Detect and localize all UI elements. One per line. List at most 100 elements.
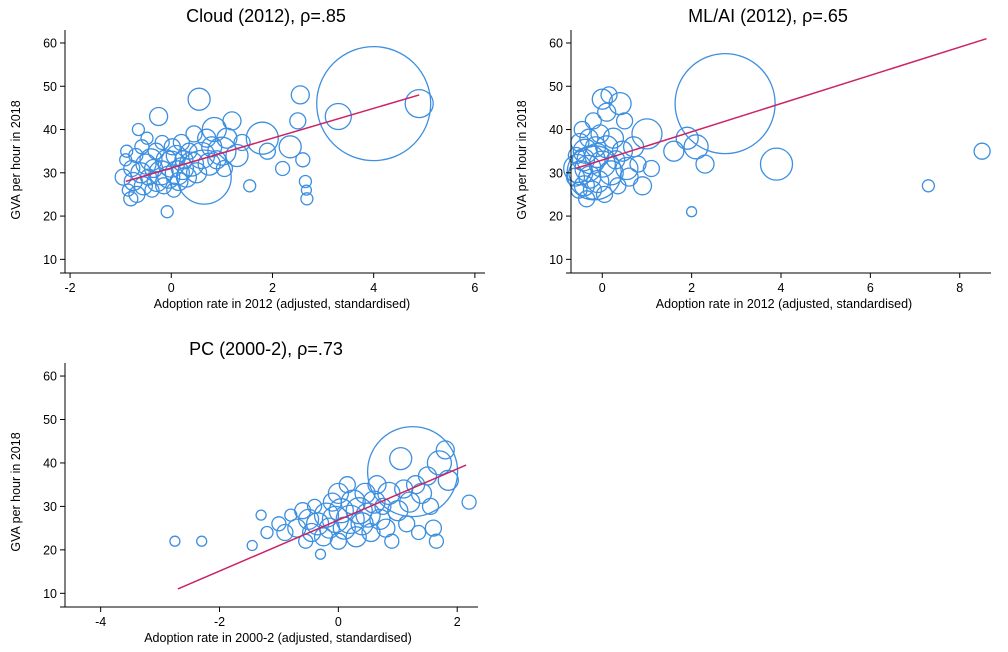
mlai-bubble-22 <box>591 88 613 110</box>
cloud-ytick-label-10: 10 <box>43 253 57 267</box>
panel-cloud: Cloud (2012), ρ=.85 Adoption rate in 201… <box>9 6 485 311</box>
cloud-bubble-50 <box>207 136 237 166</box>
cloud-bubble-44 <box>176 149 232 205</box>
cloud-fit-line <box>125 94 420 183</box>
pc-ytick-label-50: 50 <box>43 413 57 427</box>
cloud-xtick-label-6: 6 <box>471 281 478 295</box>
mlai-xtick-label-8: 8 <box>956 281 963 295</box>
panel-cloud-title: Cloud (2012), ρ=.85 <box>186 6 346 26</box>
pc-bubble-2 <box>246 539 258 552</box>
cloud-bubble-65 <box>300 184 313 196</box>
pc-bubble-1 <box>196 535 208 547</box>
cloud-bubble-32 <box>164 160 190 186</box>
pc-bubble-54 <box>426 450 453 476</box>
pc-xtick-label-2: 2 <box>454 615 461 629</box>
cloud-bubble-17 <box>144 182 160 198</box>
mlai-fit-line <box>575 37 987 170</box>
mlai-bubble-8 <box>573 175 596 197</box>
cloud-bubble-55 <box>233 133 251 152</box>
pc-bubble-42 <box>389 446 413 471</box>
mlai-ytick-label-50: 50 <box>549 80 563 94</box>
pc-bubble-6 <box>276 523 294 542</box>
mlai-bubble-44 <box>685 206 698 218</box>
panel-mlai: ML/AI (2012), ρ=.65 Adoption rate in 201… <box>515 6 991 311</box>
pc-bubble-48 <box>410 524 427 541</box>
pc-bubble-41 <box>387 500 409 522</box>
cloud-bubble-57 <box>245 121 279 155</box>
pc-bubble-9 <box>294 502 312 520</box>
cloud-bubble-2 <box>120 144 134 158</box>
pc-bubble-20 <box>321 505 350 534</box>
pc-bubble-57 <box>461 494 477 510</box>
pc-ytick-label-20: 20 <box>43 543 57 557</box>
pc-bubble-40 <box>384 533 400 549</box>
mlai-bubble-21 <box>590 124 610 144</box>
panel-mlai-ylabel: GVA per hour in 2018 <box>515 100 529 219</box>
mlai-bubble-49 <box>921 179 936 193</box>
mlai-bubble-9 <box>572 138 598 164</box>
cloud-bubble-53 <box>222 111 242 131</box>
cloud-ytick-label-60: 60 <box>43 36 57 50</box>
pc-xtick-label--4: -4 <box>95 615 106 629</box>
cloud-bubble-33 <box>169 171 189 192</box>
panel-cloud-xlabel: Adoption rate in 2012 (adjusted, standar… <box>154 297 410 311</box>
cloud-xtick-label-0: 0 <box>168 281 175 295</box>
cloud-bubble-41 <box>185 162 208 184</box>
pc-bubble-4 <box>260 525 274 540</box>
cloud-bubble-21 <box>148 106 169 127</box>
cloud-bubble-14 <box>140 131 154 145</box>
pc-bubble-26 <box>335 504 365 535</box>
mlai-bubble-36 <box>619 167 639 187</box>
mlai-xtick-label-2: 2 <box>688 281 695 295</box>
cloud-xtick-label-2: 2 <box>269 281 276 295</box>
mlai-bubble-45 <box>683 134 709 160</box>
panel-pc: PC (2000-2), ρ=.73 Adoption rate in 2000… <box>9 339 478 645</box>
cloud-ytick-label-20: 20 <box>43 210 57 224</box>
pc-ytick-label-30: 30 <box>43 500 57 514</box>
cloud-bubble-56 <box>243 179 257 193</box>
pc-bubble-53 <box>428 533 445 549</box>
panel-pc-xlabel: Adoption rate in 2000-2 (adjusted, stand… <box>144 631 412 645</box>
mlai-ytick-label-10: 10 <box>549 253 563 267</box>
cloud-bubble-4 <box>123 191 139 207</box>
cloud-bubble-40 <box>185 125 203 143</box>
cloud-bubble-26 <box>160 205 174 219</box>
cloud-bubble-68 <box>316 45 432 162</box>
mlai-bubble-35 <box>615 156 639 181</box>
panel-mlai-xlabel: Adoption rate in 2012 (adjusted, standar… <box>656 297 912 311</box>
mlai-bubble-28 <box>598 160 624 186</box>
pc-xtick-label--2: -2 <box>214 615 225 629</box>
mlai-xtick-label-6: 6 <box>867 281 874 295</box>
mlai-bubble-19 <box>584 142 610 169</box>
mlai-bubble-20 <box>586 169 610 194</box>
mlai-xtick-label-4: 4 <box>778 281 785 295</box>
cloud-bubble-54 <box>225 143 249 168</box>
pc-fit-line <box>177 464 467 590</box>
cloud-bubble-61 <box>289 112 307 130</box>
pc-bubble-28 <box>345 526 367 548</box>
pc-bubble-15 <box>314 548 327 560</box>
mlai-bubble-40 <box>631 118 663 150</box>
panel-pc-ylabel: GVA per hour in 2018 <box>9 432 23 551</box>
cloud-bubble-27 <box>157 165 181 189</box>
cloud-bubble-48 <box>201 116 227 143</box>
mlai-ytick-label-30: 30 <box>549 166 563 180</box>
cloud-bubble-51 <box>215 159 234 178</box>
pc-bubble-32 <box>355 502 381 528</box>
cloud-bubble-66 <box>300 192 314 206</box>
cloud-bubble-1 <box>119 153 133 167</box>
mlai-bubble-46 <box>695 154 715 174</box>
panel-cloud-ylabel: GVA per hour in 2018 <box>9 100 23 219</box>
cloud-bubble-60 <box>278 135 302 159</box>
panel-pc-title: PC (2000-2), ρ=.73 <box>189 339 343 359</box>
mlai-bubble-48 <box>759 147 794 181</box>
cloud-bubble-69 <box>404 88 434 119</box>
mlai-bubble-50 <box>973 142 991 160</box>
pc-bubble-3 <box>255 509 267 521</box>
mlai-bubble-32 <box>608 91 632 116</box>
pc-bubble-5 <box>271 516 287 532</box>
mlai-ytick-label-60: 60 <box>549 36 563 50</box>
cloud-bubble-0 <box>114 168 132 186</box>
pc-bubble-52 <box>424 519 443 537</box>
